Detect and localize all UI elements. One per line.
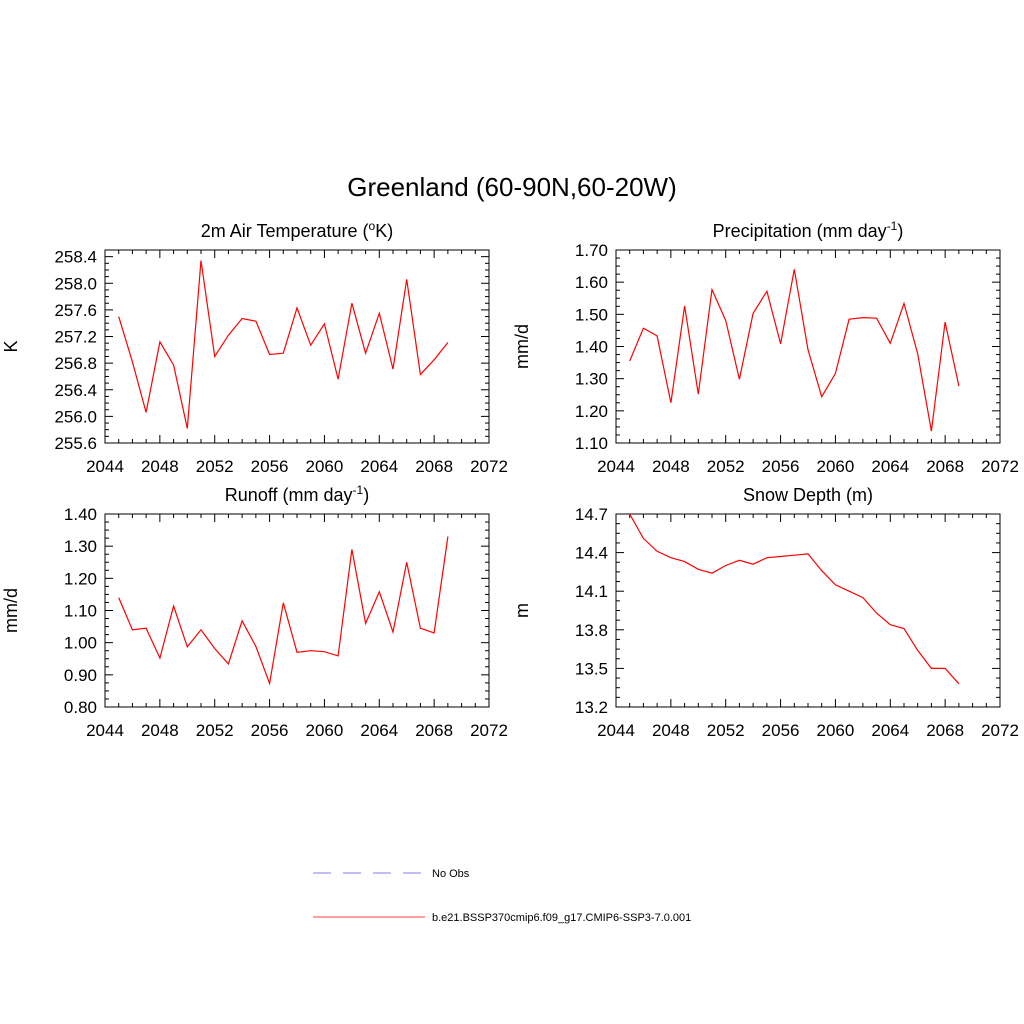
x-tick-label: 2060 [306, 721, 344, 740]
y-tick-label: 14.7 [575, 505, 608, 524]
x-tick-label: 2048 [141, 721, 179, 740]
y-tick-label: 1.40 [575, 338, 608, 357]
figure-title: Greenland (60-90N,60-20W) [347, 172, 677, 202]
x-tick-label: 2052 [707, 721, 745, 740]
plot-frame [104, 513, 490, 708]
y-tick-label: 1.20 [64, 569, 97, 588]
x-tick-label: 2048 [652, 457, 690, 476]
x-tick-label: 2056 [251, 457, 289, 476]
x-tick-label: 2044 [597, 457, 635, 476]
x-tick-label: 2072 [981, 721, 1019, 740]
y-tick-label: 14.1 [575, 582, 608, 601]
y-tick-label: 0.90 [64, 666, 97, 685]
y-tick-label: 14.4 [575, 544, 608, 563]
y-tick-label: 0.80 [64, 698, 97, 717]
y-tick-label: 1.50 [575, 305, 608, 324]
x-tick-label: 2056 [762, 457, 800, 476]
y-axis-label: K [1, 340, 21, 352]
panel-title: 2m Air Temperature (oK) [201, 219, 393, 241]
legend-label: No Obs [432, 868, 470, 880]
y-tick-label: 256.0 [54, 407, 97, 426]
panels: 2m Air Temperature (oK) K 2044 2048 2052 2056… [1, 219, 1019, 740]
y-tick-label: 1.00 [64, 634, 97, 653]
series-line-1 [118, 536, 449, 686]
x-tick-label: 2048 [652, 721, 690, 740]
x-tick-label: 2072 [981, 457, 1019, 476]
chart-panel-1: 2m Air Temperature (oK) K 2044 2048 2052 2056… [1, 219, 508, 476]
x-tick-label: 2068 [415, 457, 453, 476]
x-tick-label: 2060 [817, 721, 855, 740]
x-tick-label: 2064 [871, 721, 909, 740]
series-line-1 [629, 269, 960, 432]
y-tick-label: 13.2 [575, 698, 608, 717]
chart-panel-3: Runoff (mm day-1) mm/d 2044 2048 2052 2056 206… [1, 483, 508, 740]
x-tick-label: 2072 [470, 721, 508, 740]
legend: No Obs b.e21.BSSP370cmip6.f09_g17.CMIP6-S… [313, 868, 691, 924]
y-tick-label: 256.4 [54, 381, 97, 400]
y-tick-label: 257.2 [54, 328, 97, 347]
x-tick-label: 2044 [86, 721, 124, 740]
plot-frame [615, 513, 1001, 708]
legend-entry-1: No Obs [313, 868, 470, 880]
x-tick-label: 2064 [360, 457, 398, 476]
chart-panel-2: Precipitation (mm day-1) mm/d 2044 2048 2052… [512, 219, 1019, 476]
x-tick-label: 2060 [306, 457, 344, 476]
panel-title: Precipitation (mm day-1) [713, 219, 904, 241]
x-tick-label: 2044 [597, 721, 635, 740]
y-tick-label: 1.20 [575, 402, 608, 421]
x-tick-label: 2064 [360, 721, 398, 740]
y-axis-label: mm/d [512, 324, 532, 369]
x-tick-label: 2060 [817, 457, 855, 476]
panel-title: Runoff (mm day-1) [225, 483, 369, 505]
y-tick-label: 13.5 [575, 659, 608, 678]
x-tick-label: 2064 [871, 457, 909, 476]
y-tick-label: 255.6 [54, 434, 97, 453]
y-tick-label: 1.70 [575, 241, 608, 260]
x-tick-label: 2052 [196, 721, 234, 740]
x-tick-label: 2068 [926, 721, 964, 740]
y-tick-label: 1.30 [64, 537, 97, 556]
y-axis-label: m [512, 603, 532, 618]
y-tick-label: 256.8 [54, 354, 97, 373]
x-tick-label: 2056 [762, 721, 800, 740]
y-tick-label: 1.10 [575, 434, 608, 453]
y-tick-label: 257.6 [54, 301, 97, 320]
x-tick-label: 2072 [470, 457, 508, 476]
series-line-1 [629, 513, 960, 685]
series-line-1 [118, 260, 449, 429]
legend-label: b.e21.BSSP370cmip6.f09_g17.CMIP6-SSP3-7.… [432, 912, 691, 924]
x-tick-label: 2068 [926, 457, 964, 476]
y-tick-label: 1.10 [64, 602, 97, 621]
chart-panel-4: Snow Depth (m) m 2044 2048 2052 2056 2060 2064 2… [512, 485, 1019, 740]
x-tick-label: 2056 [251, 721, 289, 740]
x-tick-label: 2044 [86, 457, 124, 476]
y-tick-label: 1.40 [64, 505, 97, 524]
legend-entry-2: b.e21.BSSP370cmip6.f09_g17.CMIP6-SSP3-7.… [313, 912, 691, 924]
panel-title: Snow Depth (m) [743, 485, 873, 505]
y-tick-label: 1.30 [575, 370, 608, 389]
y-tick-label: 258.0 [54, 274, 97, 293]
y-tick-label: 1.60 [575, 273, 608, 292]
y-tick-label: 13.8 [575, 621, 608, 640]
x-tick-label: 2048 [141, 457, 179, 476]
x-tick-label: 2052 [707, 457, 745, 476]
x-tick-label: 2068 [415, 721, 453, 740]
y-axis-label: mm/d [1, 588, 21, 633]
y-tick-label: 258.4 [54, 248, 97, 267]
x-tick-label: 2052 [196, 457, 234, 476]
